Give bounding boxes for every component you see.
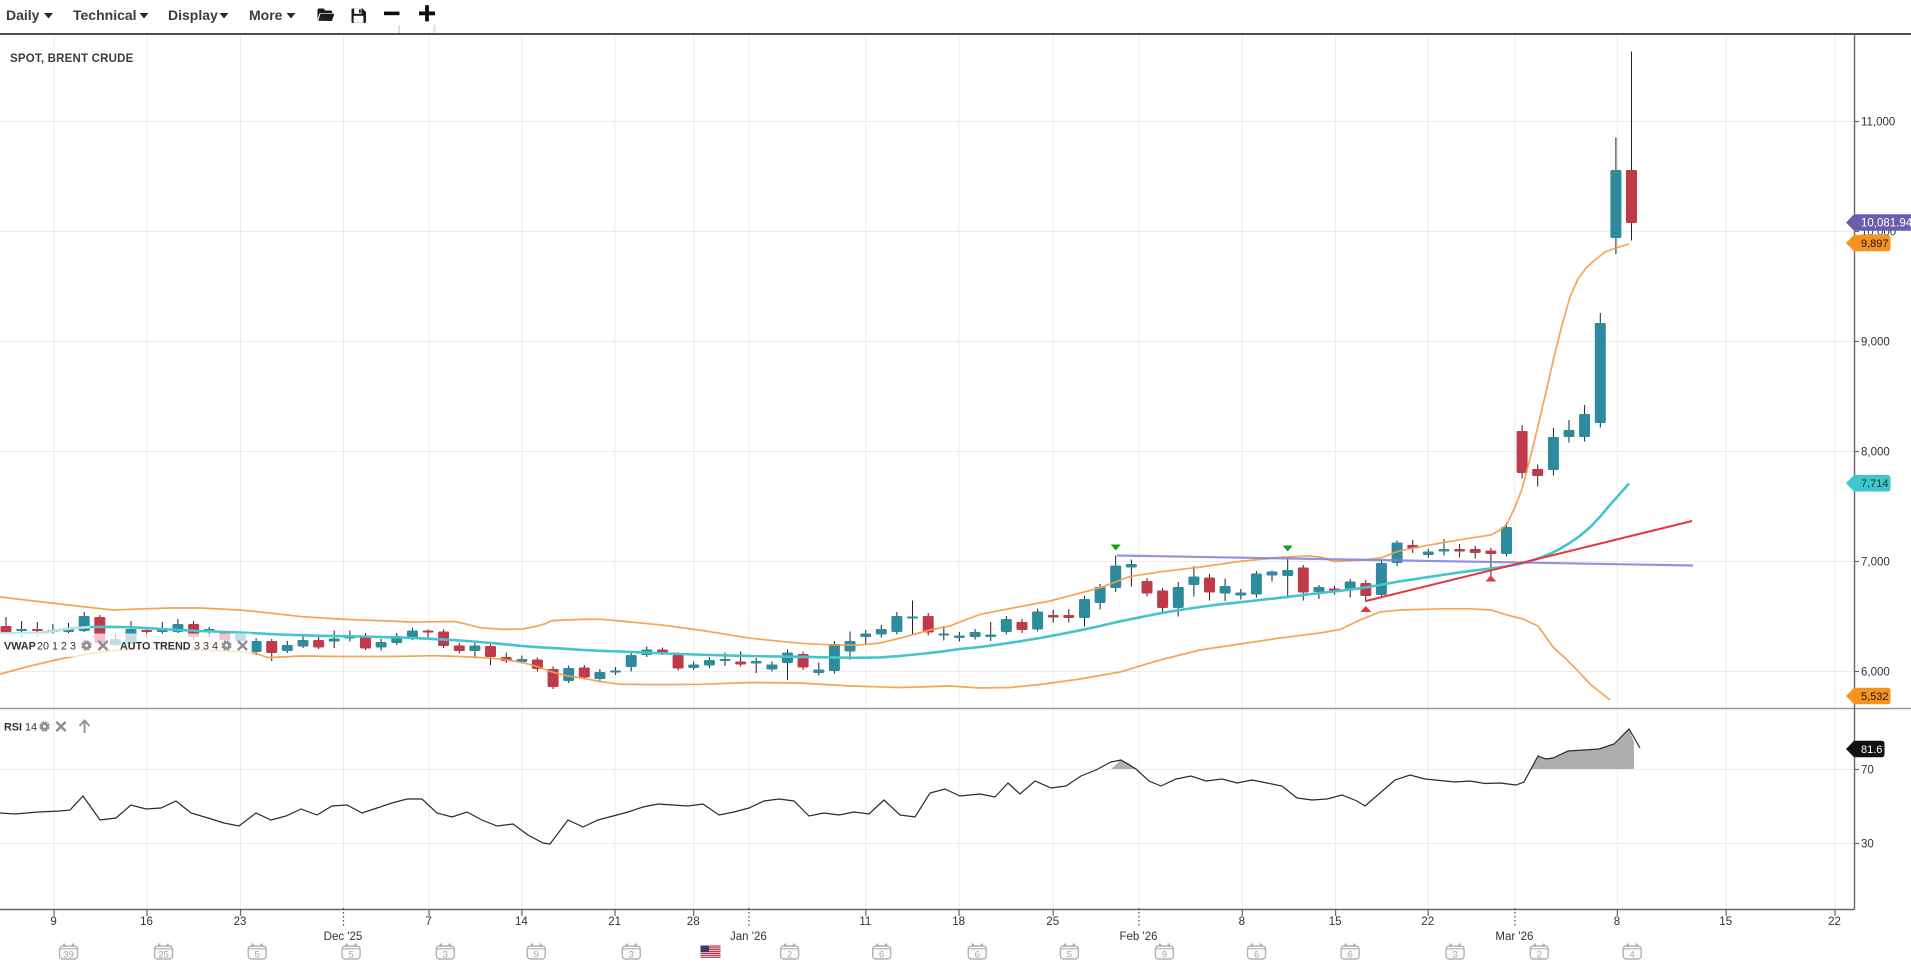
svg-text:SPOT, BRENT CRUDE: SPOT, BRENT CRUDE bbox=[10, 53, 134, 65]
svg-text:3: 3 bbox=[629, 950, 634, 961]
svg-text:15: 15 bbox=[1329, 916, 1342, 928]
svg-text:7: 7 bbox=[425, 916, 431, 928]
svg-text:8,000: 8,000 bbox=[1861, 447, 1890, 459]
svg-text:Display: Display bbox=[168, 7, 218, 23]
svg-text:22: 22 bbox=[1421, 916, 1434, 928]
svg-text:5: 5 bbox=[348, 950, 353, 961]
svg-text:4: 4 bbox=[1630, 950, 1635, 961]
svg-text:14: 14 bbox=[515, 916, 528, 928]
svg-text:70: 70 bbox=[1861, 765, 1874, 777]
svg-text:11,000: 11,000 bbox=[1861, 117, 1895, 129]
svg-text:9: 9 bbox=[50, 916, 56, 928]
svg-text:7,714: 7,714 bbox=[1861, 478, 1889, 490]
svg-text:Dec '25: Dec '25 bbox=[324, 931, 363, 943]
svg-text:15: 15 bbox=[1719, 916, 1732, 928]
svg-text:5,532: 5,532 bbox=[1861, 691, 1889, 703]
svg-text:9,000: 9,000 bbox=[1861, 337, 1890, 349]
svg-text:11: 11 bbox=[859, 916, 871, 928]
svg-text:6: 6 bbox=[1254, 950, 1259, 961]
svg-text:6: 6 bbox=[1347, 950, 1352, 961]
svg-text:9: 9 bbox=[534, 950, 539, 961]
svg-text:9,897: 9,897 bbox=[1861, 238, 1889, 250]
svg-text:More: More bbox=[249, 7, 283, 23]
svg-text:2: 2 bbox=[1537, 950, 1542, 961]
svg-text:21: 21 bbox=[608, 916, 621, 928]
svg-text:3: 3 bbox=[1452, 950, 1457, 961]
svg-text:7,000: 7,000 bbox=[1861, 557, 1890, 569]
svg-text:6,000: 6,000 bbox=[1861, 667, 1890, 679]
svg-text:18: 18 bbox=[952, 916, 965, 928]
svg-text:20 1 2 3: 20 1 2 3 bbox=[37, 641, 76, 653]
svg-text:25: 25 bbox=[158, 950, 169, 961]
svg-text:3 3 4: 3 3 4 bbox=[194, 641, 218, 653]
svg-text:Mar '26: Mar '26 bbox=[1495, 931, 1533, 943]
svg-text:VWAP: VWAP bbox=[4, 641, 36, 653]
svg-text:AUTO TREND: AUTO TREND bbox=[120, 641, 191, 653]
svg-text:25: 25 bbox=[1046, 916, 1059, 928]
svg-text:RSI: RSI bbox=[4, 722, 22, 734]
svg-text:3: 3 bbox=[443, 950, 448, 961]
svg-text:39: 39 bbox=[63, 950, 74, 961]
svg-text:9: 9 bbox=[1162, 950, 1167, 961]
svg-text:8: 8 bbox=[1614, 916, 1620, 928]
svg-text:Jan '26: Jan '26 bbox=[730, 931, 767, 943]
svg-text:2: 2 bbox=[787, 950, 792, 961]
svg-text:14: 14 bbox=[25, 722, 37, 734]
svg-text:Daily: Daily bbox=[6, 7, 40, 23]
svg-text:5: 5 bbox=[1067, 950, 1072, 961]
svg-text:6: 6 bbox=[975, 950, 980, 961]
svg-text:30: 30 bbox=[1861, 839, 1874, 851]
svg-text:Technical: Technical bbox=[73, 7, 137, 23]
svg-text:16: 16 bbox=[140, 916, 153, 928]
svg-text:6: 6 bbox=[879, 950, 884, 961]
svg-text:5: 5 bbox=[255, 950, 260, 961]
svg-text:23: 23 bbox=[234, 916, 247, 928]
svg-text:22: 22 bbox=[1828, 916, 1841, 928]
svg-text:81.6: 81.6 bbox=[1861, 744, 1882, 756]
svg-text:28: 28 bbox=[687, 916, 700, 928]
svg-text:Feb '26: Feb '26 bbox=[1120, 931, 1158, 943]
svg-text:8: 8 bbox=[1239, 916, 1245, 928]
svg-text:10,081.94: 10,081.94 bbox=[1861, 218, 1911, 230]
